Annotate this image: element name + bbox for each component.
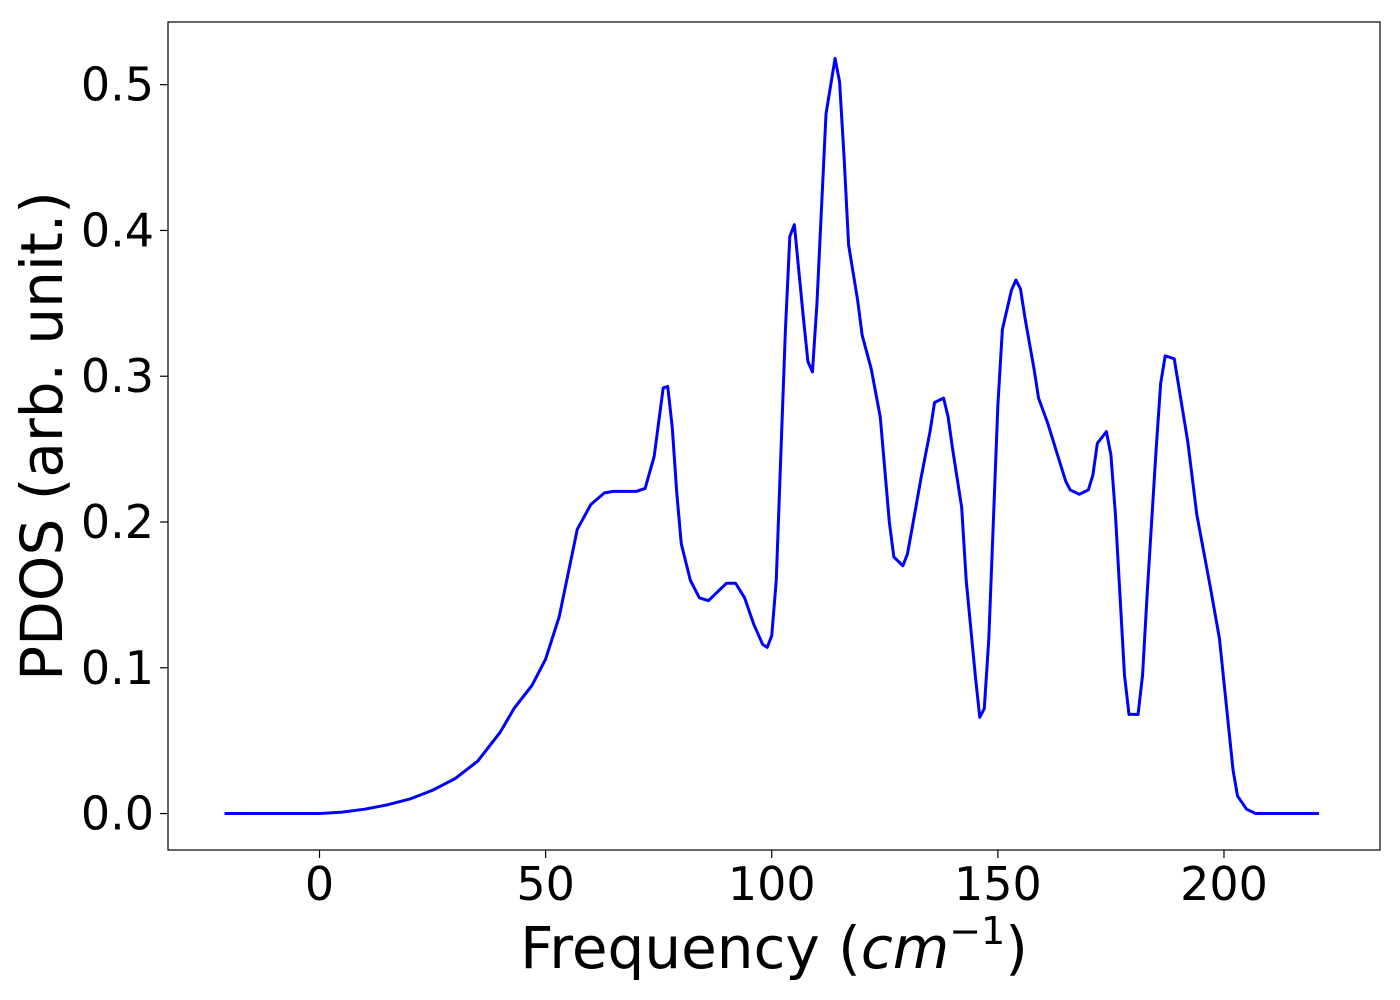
y-tick-label: 0.5 <box>81 58 154 112</box>
y-tick-label: 0.4 <box>81 203 154 257</box>
x-tick-label: 0 <box>305 857 334 911</box>
x-tick-label: 100 <box>728 857 816 911</box>
x-axis-label-text: Frequency ( <box>520 914 861 982</box>
x-tick-label: 50 <box>516 857 575 911</box>
y-tick-label: 0.2 <box>81 495 154 549</box>
y-tick-label: 0.1 <box>81 641 154 695</box>
x-tick-label: 200 <box>1180 857 1268 911</box>
x-axis-label-close: ) <box>1005 914 1028 982</box>
x-axis-label-unit: cm <box>861 914 949 982</box>
pdos-series-line <box>224 56 1319 816</box>
x-axis-label: Frequency (cm−1) <box>520 909 1028 982</box>
y-axis-ticks: 0.0 0.1 0.2 0.3 0.4 0.5 <box>81 58 168 841</box>
y-tick-label: 0.3 <box>81 349 154 403</box>
x-axis-label-exponent: −1 <box>949 909 1005 953</box>
x-axis-ticks: 0 50 100 150 200 <box>305 850 1268 911</box>
y-tick-label: 0.0 <box>81 787 154 841</box>
series-layer <box>224 56 1319 816</box>
x-tick-label: 150 <box>954 857 1042 911</box>
plot-area <box>167 21 1381 851</box>
y-axis-label: PDOS (arb. unit.) <box>8 191 76 681</box>
